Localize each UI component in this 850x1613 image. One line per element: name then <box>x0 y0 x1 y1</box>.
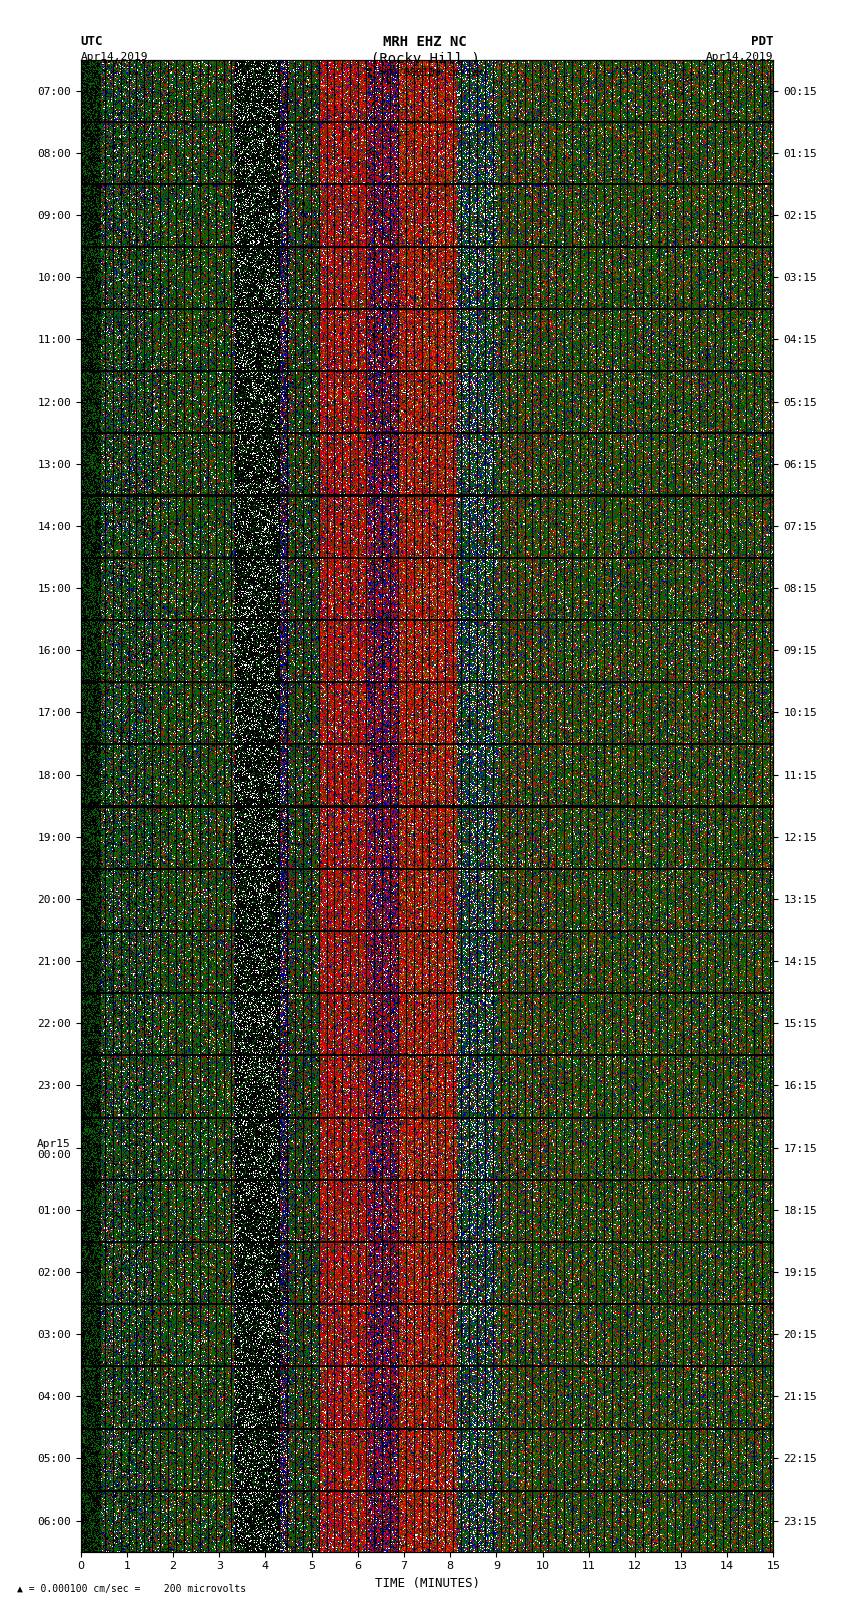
X-axis label: TIME (MINUTES): TIME (MINUTES) <box>375 1578 479 1590</box>
Text: PDT: PDT <box>751 35 774 48</box>
Text: Apr14,2019: Apr14,2019 <box>81 52 148 61</box>
Text: ▲ = 0.000100 cm/sec =    200 microvolts: ▲ = 0.000100 cm/sec = 200 microvolts <box>17 1584 246 1594</box>
Text: MRH EHZ NC: MRH EHZ NC <box>383 35 467 50</box>
Text: Apr14,2019: Apr14,2019 <box>706 52 774 61</box>
Text: (Rocky Hill ): (Rocky Hill ) <box>371 52 479 66</box>
Text: |: | <box>382 69 391 85</box>
Text: UTC: UTC <box>81 35 103 48</box>
Text: I = 0.000100 cm/sec: I = 0.000100 cm/sec <box>366 68 484 77</box>
